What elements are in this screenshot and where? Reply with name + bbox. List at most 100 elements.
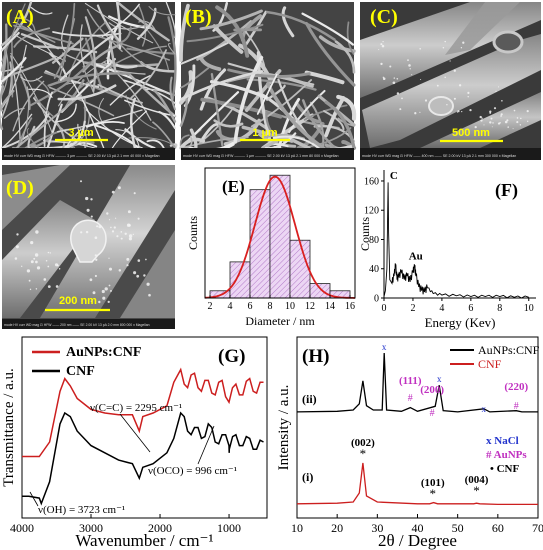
sem-fiber bbox=[233, 55, 264, 144]
panel-c-footer-bar bbox=[360, 148, 541, 160]
panel-b-fiber-texture bbox=[179, 1, 357, 154]
nanoparticle bbox=[504, 120, 508, 124]
nanoparticle bbox=[43, 278, 47, 281]
sem-fiber bbox=[303, 104, 348, 121]
panel-h-label: (H) bbox=[302, 346, 329, 367]
annotation-oco: ν(OCO) = 996 cm⁻¹ bbox=[148, 465, 237, 477]
sem-fiber bbox=[213, 119, 244, 128]
sem-fiber bbox=[1, 113, 33, 149]
nanoparticle bbox=[481, 117, 483, 119]
nanoparticle bbox=[381, 44, 385, 48]
x-tick-label: 40 bbox=[412, 521, 424, 535]
sem-fiber bbox=[11, 38, 14, 98]
sem-fiber bbox=[1, 3, 26, 63]
nanoparticle bbox=[120, 237, 123, 240]
sem-fiber bbox=[106, 56, 138, 69]
nanoparticle bbox=[382, 76, 384, 78]
nanoparticle bbox=[117, 186, 121, 190]
x-tick-label: 70 bbox=[532, 521, 543, 535]
nanoparticle bbox=[137, 259, 141, 262]
nanoparticle bbox=[26, 269, 31, 273]
x-tick-label: 0 bbox=[382, 303, 387, 314]
sem-fiber bbox=[1, 44, 27, 109]
nanoparticle bbox=[102, 296, 106, 300]
annotation-leader bbox=[119, 413, 151, 453]
sem-fiber bbox=[167, 16, 177, 102]
panel-c-fibers bbox=[360, 2, 541, 148]
sem-fiber bbox=[130, 49, 167, 99]
nanoparticle bbox=[453, 97, 456, 100]
sem-fiber bbox=[153, 89, 177, 123]
nanoparticle bbox=[500, 115, 502, 117]
nanoparticle bbox=[133, 192, 136, 195]
sem-fiber bbox=[82, 43, 120, 73]
histogram-bar bbox=[309, 283, 331, 299]
sem-fiber bbox=[20, 86, 30, 146]
nanoparticle bbox=[35, 230, 39, 234]
nanoparticle bbox=[29, 288, 32, 291]
sem-fiber bbox=[201, 122, 219, 141]
annotation-leader bbox=[29, 491, 39, 507]
nanoparticle bbox=[389, 65, 392, 68]
nanoparticle bbox=[111, 190, 115, 194]
sem-fiber bbox=[54, 120, 66, 150]
key-aunps: # AuNPs bbox=[486, 449, 527, 461]
nanoparticle bbox=[127, 210, 131, 214]
sem-fiber bbox=[0, 56, 27, 83]
nanoparticle bbox=[94, 274, 97, 278]
panel-c: mode HV curr WD mag ⊡ HFW —— 400 nm —— S… bbox=[360, 2, 541, 160]
panel-d-scale-label: 200 nm bbox=[59, 295, 97, 307]
nanoparticle bbox=[104, 287, 108, 291]
plot-frame bbox=[204, 167, 356, 299]
nanoparticle bbox=[21, 265, 23, 267]
sem-fiber bbox=[27, 125, 36, 150]
nanoparticle bbox=[35, 260, 38, 264]
nanoparticle bbox=[479, 115, 482, 119]
nanoparticle bbox=[36, 266, 41, 270]
miller-index-au: (200) bbox=[420, 384, 444, 396]
nanoparticle bbox=[460, 47, 463, 49]
sem-fiber bbox=[294, 101, 322, 124]
panel-a-footer: mode HV curr WD mag ⊡ HFW ——— 3 µm ——— S… bbox=[4, 154, 159, 158]
x-tick-label: 1000 bbox=[217, 521, 241, 535]
y-tick-label: 0 bbox=[374, 294, 379, 305]
panel-b-scale-label: 1 µm bbox=[252, 127, 278, 139]
nanoparticle bbox=[116, 235, 119, 238]
nanoparticle bbox=[110, 226, 112, 229]
nanoparticle bbox=[86, 208, 90, 212]
nanoparticle bbox=[480, 119, 483, 122]
nanoparticle bbox=[526, 109, 529, 113]
nanoparticle bbox=[111, 230, 115, 233]
histogram-bar bbox=[229, 261, 251, 299]
nanoparticle bbox=[137, 217, 140, 220]
edx-spectrum-line bbox=[383, 182, 529, 299]
y-axis-label: Transmittance / a.u. bbox=[1, 368, 17, 487]
legend-label: CNF bbox=[66, 364, 95, 379]
sem-fiber bbox=[144, 27, 170, 73]
sem-fiber bbox=[158, 110, 177, 130]
nanoparticle bbox=[458, 84, 462, 87]
sem-fiber bbox=[12, 80, 45, 132]
nanoparticle bbox=[136, 274, 140, 278]
sem-fiber bbox=[0, 89, 15, 112]
cnf-marker: * bbox=[473, 483, 480, 498]
sem-fiber bbox=[60, 14, 69, 53]
panel-g: 4000 3000 2000 1000 AuNPs:CNF CNF ν(C=C) = 229… bbox=[1, 336, 268, 550]
x-axis-label: Wavenumber / cm⁻¹ bbox=[75, 531, 213, 550]
nanoparticle bbox=[396, 92, 400, 95]
sem-fiber bbox=[13, 33, 65, 61]
nanoparticle bbox=[54, 263, 59, 267]
nanoparticle bbox=[47, 285, 51, 288]
sem-fiber bbox=[20, 33, 60, 50]
sem-fiber bbox=[288, 89, 326, 134]
sem-fiber bbox=[79, 24, 85, 68]
nanoparticle bbox=[489, 110, 492, 113]
x-tick-label: 4 bbox=[439, 303, 444, 314]
nanoparticle bbox=[497, 86, 500, 88]
panel-d-label: (D) bbox=[6, 177, 34, 199]
sem-fiber bbox=[111, 110, 148, 149]
panel-f-label: (F) bbox=[495, 180, 518, 201]
sem-fiber bbox=[57, 84, 117, 101]
